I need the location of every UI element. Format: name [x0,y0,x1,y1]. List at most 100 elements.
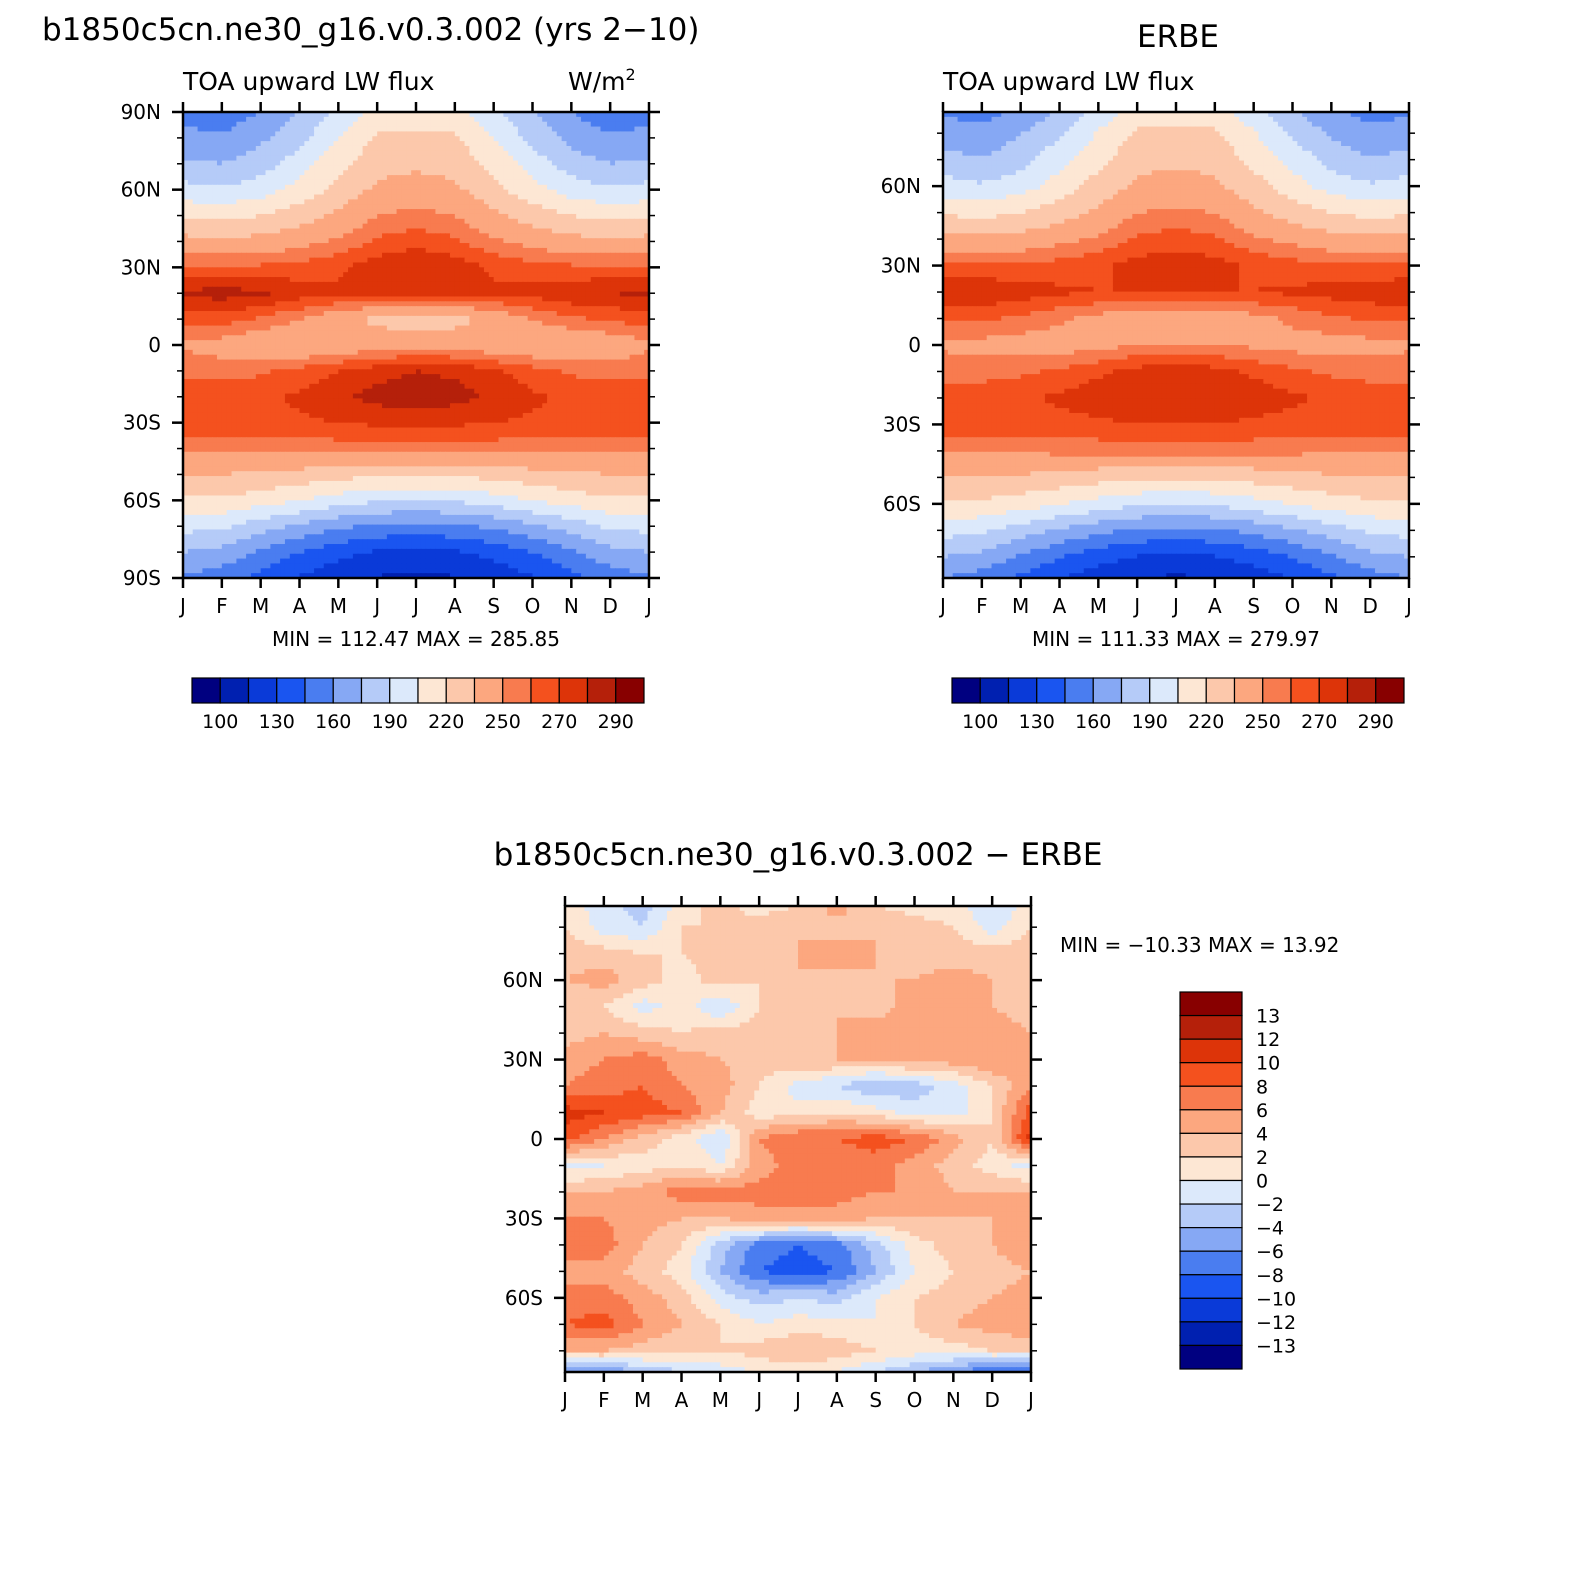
contour-cell [576,345,582,351]
contour-cell [328,335,335,341]
contour-cell [236,184,242,191]
contour-cell [581,112,587,118]
contour-cell [517,238,524,244]
contour-cell [576,315,582,322]
contour-cell [445,306,451,312]
contour-cell [464,209,470,215]
contour-cell [469,349,475,356]
contour-cell [241,131,247,137]
contour-cell [585,257,592,264]
contour-cell [454,296,461,302]
contour-cell [508,150,514,157]
contour-cell [581,136,587,142]
contour-cell [391,272,398,278]
contour-cell [425,286,432,293]
contour-cell [323,252,330,259]
contour-cell [634,209,640,215]
contour-cell [498,296,504,302]
contour-cell [454,277,461,283]
contour-cell [420,209,427,215]
contour-cell [275,320,281,327]
contour-cell [401,218,407,225]
contour-cell [566,233,572,239]
contour-cell [590,238,597,244]
contour-cell [483,325,490,332]
contour-cell [401,296,407,302]
contour-cell [522,155,529,162]
contour-cell [639,141,645,147]
contour-cell [503,296,509,302]
contour-cell [610,189,616,196]
contour-cell [280,315,286,322]
contour-cell [445,136,451,142]
contour-cell [508,238,514,244]
contour-cell [318,145,325,152]
contour-cell [202,320,208,327]
contour-cell [571,325,577,332]
contour-cell [581,131,587,137]
contour-cell [318,170,325,176]
contour-cell [561,179,568,186]
contour-cell [532,306,538,312]
contour-cell [255,238,262,244]
contour-cell [386,141,393,147]
contour-cell [435,175,441,181]
contour-cell [391,335,398,341]
contour-cell [212,228,218,234]
contour-cell [411,359,417,366]
contour-cell [338,170,344,176]
contour-cell [377,179,383,186]
contour-cell [517,277,524,283]
contour-cell [318,165,325,171]
contour-cell [474,286,480,293]
contour-cell [615,257,621,264]
contour-cell [284,179,291,186]
contour-cell [377,243,383,249]
contour-cell [348,204,354,210]
contour-cell [401,228,407,234]
contour-cell [207,233,213,239]
contour-cell [221,218,228,225]
contour-cell [255,136,262,142]
contour-cell [396,189,403,196]
contour-cell [605,209,611,215]
contour-cell [221,359,228,366]
contour-cell [314,252,320,259]
contour-cell [445,218,451,225]
contour-cell [522,213,529,220]
contour-cell [314,179,320,186]
contour-cell [299,349,305,356]
contour-cell [416,296,422,302]
contour-cell [411,291,417,298]
contour-cell [226,238,233,244]
contour-cell [202,277,208,283]
contour-cell [435,272,441,278]
contour-cell [183,155,189,162]
contour-cell [294,116,301,123]
contour-cell [357,126,364,133]
contour-cell [503,116,509,123]
contour-cell [464,204,470,210]
contour-cell [561,330,568,336]
contour-cell [576,267,582,273]
contour-cell [183,267,189,273]
contour-cell [493,155,500,162]
contour-cell [362,320,369,327]
contour-cell [474,340,480,346]
contour-cell [615,340,621,346]
contour-cell [416,199,422,205]
contour-cell [197,141,204,147]
contour-cell [445,262,451,268]
contour-cell [644,311,650,317]
contour-cell [454,315,461,322]
contour-cell [411,218,417,225]
contour-cell [537,150,543,157]
contour-cell [595,218,602,225]
contour-cell [420,311,427,317]
contour-cell [449,238,456,244]
contour-cell [275,354,281,361]
contour-cell [289,136,296,142]
contour-cell [634,335,640,341]
contour-cell [299,121,305,128]
contour-cell [192,141,199,147]
